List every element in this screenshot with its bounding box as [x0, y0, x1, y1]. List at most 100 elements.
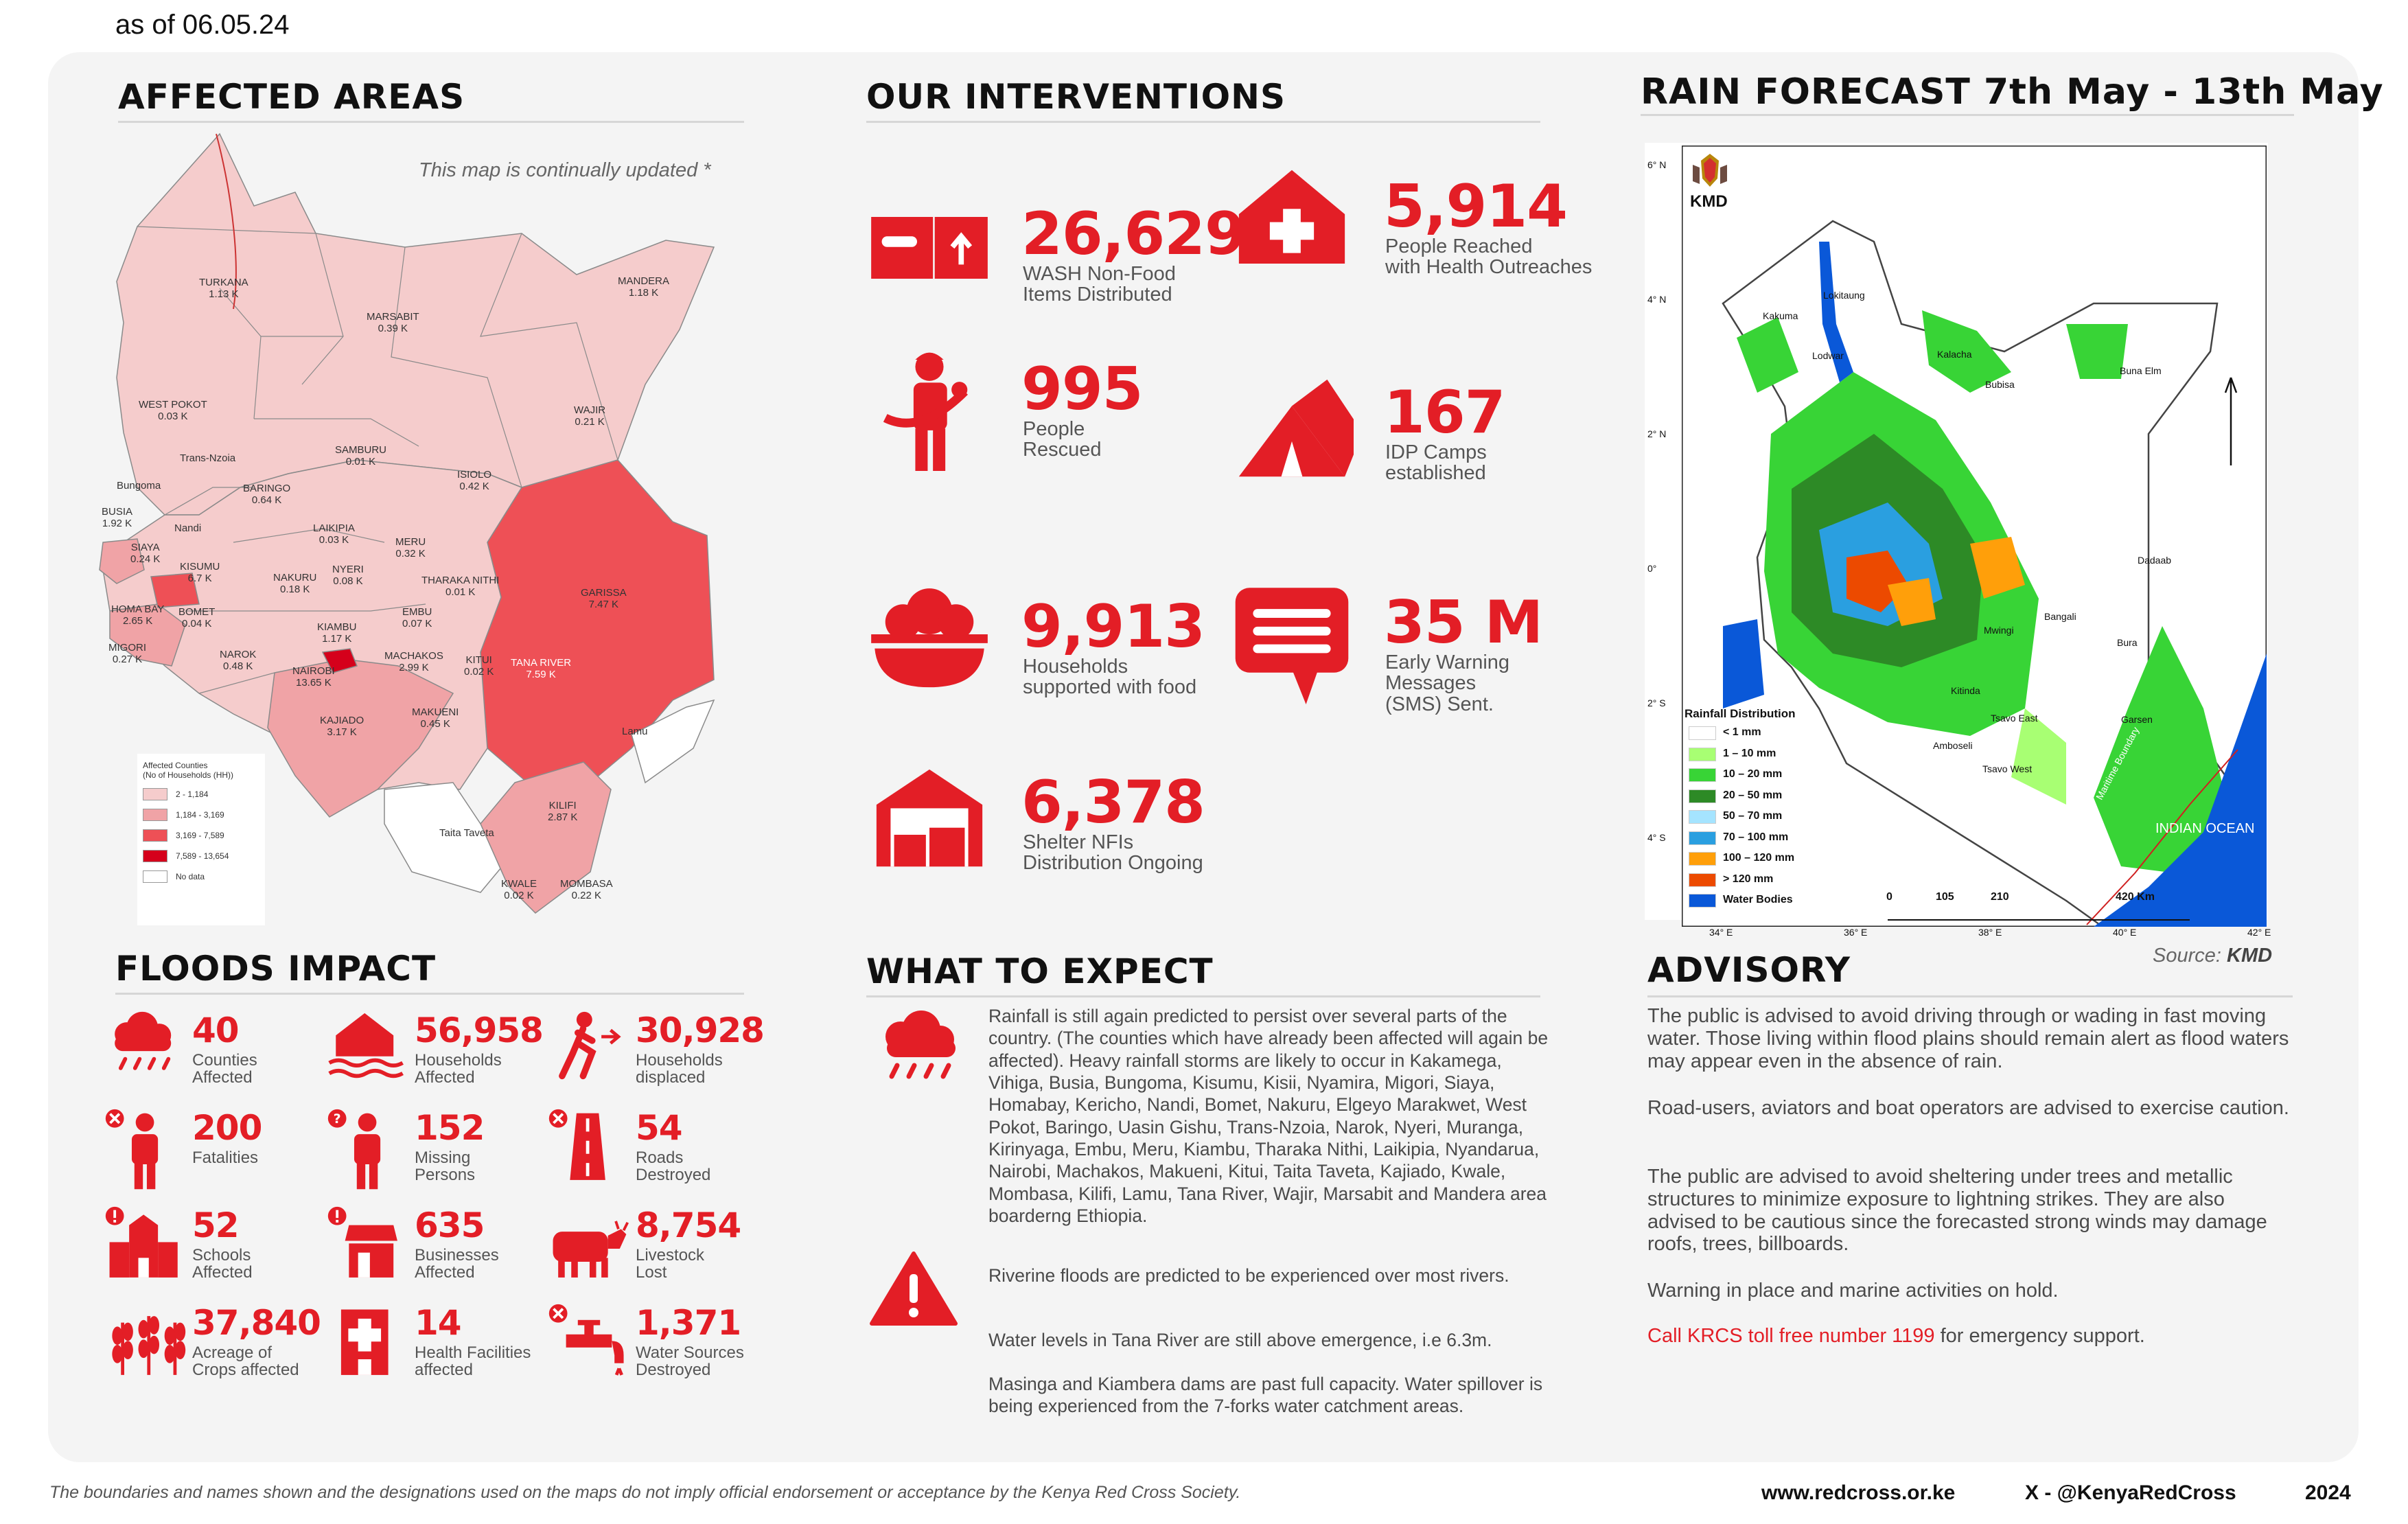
forecast-lon-label: 40° E [2113, 927, 2137, 938]
legend-swatch [143, 788, 167, 800]
county-label-migori: MIGORI 0.27 K [108, 642, 146, 665]
legend-label: 1,184 - 3,169 [176, 810, 224, 820]
forecast-title: RAIN FORECAST 7th May - 13th May [1641, 71, 2384, 113]
forecast-source: Source: KMD [2153, 945, 2273, 967]
impact-value: 200 [192, 1108, 262, 1148]
rain-legend-swatch [1689, 852, 1716, 866]
county-label-turkana: TURKANA 1.13 K [199, 277, 248, 300]
what-to-expect-title: WHAT TO EXPECT [866, 951, 1214, 991]
rain-legend-swatch [1689, 726, 1716, 740]
rain-legend-label: 20 – 50 mm [1723, 789, 1783, 801]
county-label-isiolo: ISIOLO 0.42 K [457, 469, 492, 492]
affected-title-rule [118, 121, 744, 123]
scale-label: 0 [1886, 891, 1892, 903]
county-label-kajiado: KAJIADO 3.17 K [320, 715, 364, 738]
hospital-icon [325, 1303, 410, 1388]
scale-label: 210 [1991, 891, 2009, 903]
forecast-lon-label: 36° E [1844, 927, 1868, 938]
crop-icon [103, 1303, 188, 1388]
rain-legend-swatch [1689, 894, 1716, 908]
impact-label: Water Sources Destroyed [636, 1343, 744, 1380]
advisory-paragraph-1: The public is advised to avoid driving t… [1647, 1005, 2289, 1072]
county-label-makueni: MAKUENI 0.45 K [412, 706, 459, 730]
county-label-tharaka-nithi: THARAKA NITHI 0.01 K [421, 575, 500, 598]
impact-value: 54 [636, 1108, 683, 1148]
forecast-town: Bangali [2044, 611, 2076, 622]
impact-label: Counties Affected [192, 1051, 257, 1087]
intervention-value: 167 [1384, 378, 1506, 447]
message-icon [1230, 581, 1354, 704]
impact-label: Livestock Lost [636, 1246, 705, 1282]
intervention-label: IDP Camps established [1385, 441, 1487, 485]
intervention-label: Households supported with food [1023, 656, 1197, 699]
impact-value: 1,371 [636, 1303, 741, 1343]
impact-value: 56,958 [415, 1011, 544, 1050]
county-label-kitui: KITUI 0.02 K [464, 654, 494, 678]
advisory-title-rule [1647, 995, 2293, 997]
county-label-samburu: SAMBURU 0.01 K [335, 444, 387, 467]
impact-label: Households displaced [636, 1051, 723, 1087]
intervention-label: People Rescued [1023, 418, 1102, 461]
expect-paragraph-2: Riverine floods are predicted to be expe… [988, 1265, 1509, 1286]
county-label-baringo: BARINGO 0.64 K [243, 483, 291, 506]
svg-text:?: ? [334, 1111, 341, 1127]
advisory-hotline: Call KRCS toll free number 1199 for emer… [1647, 1325, 2145, 1347]
rain-legend-label: < 1 mm [1723, 726, 1761, 738]
rain-legend-label: 1 – 10 mm [1723, 747, 1776, 759]
footer-website[interactable]: www.redcross.or.ke [1761, 1481, 1956, 1504]
county-label-mombasa: MOMBASA 0.22 K [560, 878, 613, 901]
forecast-town: Bura [2117, 637, 2138, 648]
footer-social[interactable]: X - @KenyaRedCross [2025, 1481, 2236, 1504]
scale-label: 420 Km [2116, 891, 2155, 903]
forecast-town: Buna Elm [2120, 365, 2162, 376]
health-house-icon [1230, 165, 1354, 288]
county-label-kisumu: KISUMU 6.7 K [180, 561, 220, 584]
intervention-value: 6,378 [1021, 768, 1205, 837]
county-label-bungoma: Bungoma [117, 480, 161, 492]
forecast-town: Amboseli [1933, 740, 1973, 751]
forecast-lat-label: 0° [1647, 563, 1657, 574]
impact-label: Missing Persons [415, 1148, 476, 1185]
indian-ocean-label: INDIAN OCEAN [2155, 821, 2255, 836]
rain-legend-label: > 120 mm [1723, 873, 1774, 885]
county-label-kilifi: KILIFI 2.87 K [548, 800, 578, 823]
intervention-label: Shelter NFIs Distribution Ongoing [1023, 831, 1203, 875]
legend-label: 3,169 - 7,589 [176, 831, 224, 840]
forecast-lat-label: 4° N [1647, 294, 1667, 305]
county-label-machakos: MACHAKOS 2.99 K [384, 650, 443, 673]
missing-person-icon: ? [325, 1108, 410, 1193]
forecast-lat-label: 2° N [1647, 428, 1667, 439]
intervention-label: Early Warning Messages (SMS) Sent. [1385, 651, 1510, 715]
business-icon [325, 1205, 410, 1291]
intervention-label: WASH Non-Food Items Distributed [1023, 263, 1176, 306]
forecast-town: Tsavo East [1991, 713, 2038, 724]
rain-legend-swatch [1689, 747, 1716, 761]
legend-item: 3,169 - 7,589 [143, 829, 259, 842]
kmd-logo-text: KMD [1690, 192, 1728, 211]
forecast-town: Lodwar [1812, 350, 1844, 361]
county-label-busia: BUSIA 1.92 K [102, 506, 133, 529]
intervention-value: 995 [1021, 355, 1144, 424]
forecast-town: Tsavo West [1982, 763, 2033, 774]
hotline-text[interactable]: Call KRCS toll free number 1199 [1647, 1325, 1935, 1347]
legend-swatch [143, 809, 167, 821]
impact-value: 40 [192, 1011, 240, 1050]
forecast-lat-label: 4° S [1647, 832, 1666, 843]
legend-item: 1,184 - 3,169 [143, 809, 259, 821]
affected-map-legend: Affected Counties (No of Households (HH)… [137, 754, 265, 925]
rain-legend-title: Rainfall Distribution [1685, 707, 1796, 720]
expect-title-rule [866, 995, 1540, 997]
county-label-trans-nzoia: Trans-Nzoia [180, 452, 236, 464]
advisory-paragraph-2: Road-users, aviators and boat operators … [1647, 1097, 2289, 1119]
wash-kit-icon [868, 192, 991, 316]
flooded-house-icon [325, 1011, 410, 1096]
impact-value: 8,754 [636, 1205, 741, 1245]
county-label-taita-taveta: Taita Taveta [439, 827, 494, 839]
forecast-town: Kalacha [1937, 349, 1972, 360]
expect-paragraph-1: Rainfall is still again predicted to per… [988, 1006, 1549, 1226]
rain-cloud-icon [885, 1011, 956, 1079]
county-label-tana-river: TANA RIVER 7.59 K [511, 657, 572, 680]
rain-forecast-map [1682, 146, 2267, 927]
county-label-meru: MERU 0.32 K [395, 536, 426, 559]
expect-paragraph-3: Water levels in Tana River are still abo… [988, 1330, 1492, 1350]
